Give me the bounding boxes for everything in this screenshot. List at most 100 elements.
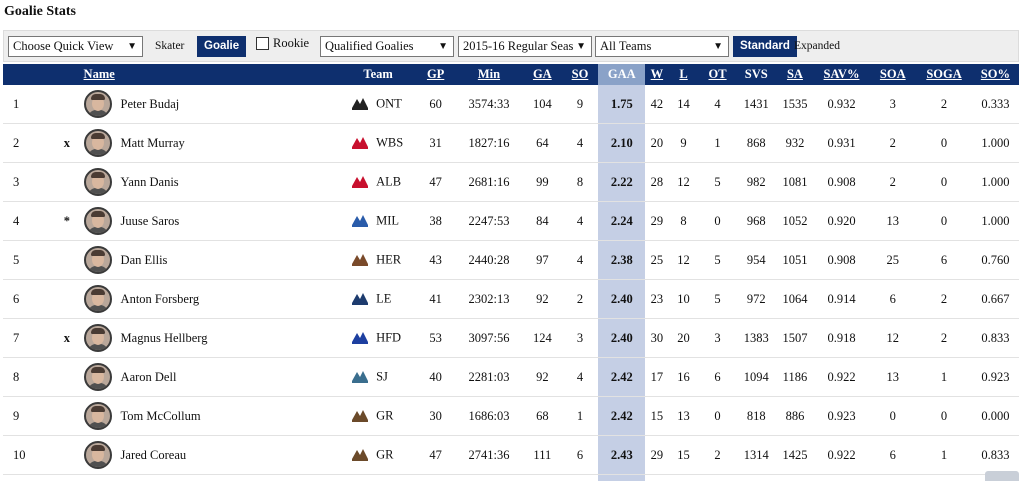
season-select[interactable]: 2015-16 Regular Seas ▼	[458, 36, 592, 57]
expanded-view-button[interactable]: Expanded	[794, 40, 840, 52]
stat-soga: 0	[916, 162, 972, 202]
team-abbr[interactable]: GR	[376, 447, 394, 462]
albany-devils-logo[interactable]	[350, 174, 370, 190]
player-name-link[interactable]: Peter Budaj	[120, 96, 180, 111]
team-abbr[interactable]: HFD	[376, 330, 402, 345]
header-name[interactable]: Name	[83, 64, 340, 85]
goalie-toggle[interactable]: Goalie	[197, 36, 247, 57]
team-abbr[interactable]: HER	[376, 252, 402, 267]
stat-l: 13	[668, 396, 699, 436]
stat-svpct: 0.908	[813, 162, 870, 202]
milwaukee-admirals-logo[interactable]	[350, 213, 370, 229]
header-l[interactable]: L	[668, 64, 699, 85]
stat-l: 16	[668, 357, 699, 397]
team-abbr[interactable]: GR	[376, 408, 394, 423]
player-avatar[interactable]	[83, 285, 112, 313]
team-cell: MIL	[339, 201, 417, 241]
stat-sa: 1051	[776, 240, 814, 280]
player-cell: Yann Danis	[83, 162, 340, 202]
player-avatar[interactable]	[83, 324, 112, 352]
player-name-link[interactable]: Dan Ellis	[120, 252, 168, 267]
status-flag	[50, 162, 84, 202]
ontario-reign-logo[interactable]	[350, 96, 370, 112]
player-name-link[interactable]: Aaron Dell	[120, 369, 177, 384]
player-cell: Matt Murray	[83, 123, 340, 163]
player-avatar[interactable]	[83, 207, 112, 235]
hershey-bears-logo[interactable]	[350, 252, 370, 268]
team-abbr[interactable]: LE	[376, 291, 392, 306]
qualified-select[interactable]: Qualified Goalies ▼	[320, 36, 454, 57]
stat-ot: 2	[698, 435, 737, 475]
team-abbr[interactable]: MIL	[376, 213, 399, 228]
player-name-link[interactable]: Tom McCollum	[120, 408, 201, 423]
wbs-penguins-logo[interactable]	[350, 135, 370, 151]
stat-soa: 6	[869, 435, 917, 475]
stat-soa: 2	[869, 162, 917, 202]
stat-ot: 5	[698, 279, 737, 319]
header-svs: SVS	[736, 64, 777, 85]
stat-svs: 982	[736, 162, 777, 202]
status-flag: x	[50, 318, 84, 358]
rookie-checkbox[interactable]	[256, 37, 269, 50]
san-jose-barracuda-logo[interactable]	[350, 369, 370, 385]
header-sopct[interactable]: SO%	[971, 64, 1019, 85]
header-min[interactable]: Min	[454, 64, 523, 85]
status-flag: x	[50, 123, 84, 163]
table-row: 10 Jared Coreau GR 47 2741:36 111 6 2.43 29 15 2 13…	[3, 435, 1019, 475]
skater-toggle[interactable]: Skater	[155, 40, 185, 52]
player-name-link[interactable]: Matt Murray	[120, 135, 185, 150]
header-ot[interactable]: OT	[698, 64, 737, 85]
player-name-link[interactable]: Magnus Hellberg	[120, 330, 208, 345]
team-abbr[interactable]: WBS	[376, 135, 404, 150]
player-avatar[interactable]	[83, 168, 112, 196]
header-svpct[interactable]: SAV%	[813, 64, 870, 85]
player-name-link[interactable]: Anton Forsberg	[120, 291, 200, 306]
grand-rapids-griffins-logo[interactable]	[350, 447, 370, 463]
header-gp[interactable]: GP	[416, 64, 455, 85]
quick-view-select[interactable]: Choose Quick View ▼	[8, 36, 143, 57]
partial-cell	[562, 475, 599, 481]
scroll-indicator[interactable]	[985, 471, 1019, 481]
header-soa[interactable]: SOA	[869, 64, 917, 85]
stat-gp: 53	[416, 318, 455, 358]
header-soga[interactable]: SOGA	[916, 64, 972, 85]
player-cell: Anton Forsberg	[83, 279, 340, 319]
header-w[interactable]: W	[645, 64, 669, 85]
stat-ot: 5	[698, 162, 737, 202]
stat-gp: 30	[416, 396, 455, 436]
stat-gaa: 2.43	[598, 435, 646, 475]
partial-cell	[869, 475, 916, 481]
team-abbr[interactable]: ONT	[376, 96, 402, 111]
stat-svpct: 0.920	[813, 201, 870, 241]
player-name-link[interactable]: Yann Danis	[120, 174, 179, 189]
season-value: 2015-16 Regular Seas	[463, 39, 574, 53]
player-avatar[interactable]	[83, 363, 112, 391]
header-rank	[3, 64, 51, 85]
player-avatar[interactable]	[83, 441, 112, 469]
header-ga[interactable]: GA	[522, 64, 562, 85]
standard-view-button[interactable]: Standard	[733, 36, 797, 57]
player-avatar[interactable]	[83, 402, 112, 430]
stat-min: 3574:33	[454, 85, 523, 124]
header-so[interactable]: SO	[561, 64, 599, 85]
player-avatar[interactable]	[83, 246, 112, 274]
player-cell: Tom McCollum	[83, 396, 340, 436]
stat-w: 23	[645, 279, 669, 319]
player-avatar[interactable]	[83, 90, 112, 118]
page-title: Goalie Stats	[4, 4, 76, 19]
header-gaa[interactable]: GAA	[598, 64, 646, 85]
stat-l: 10	[668, 279, 699, 319]
player-name-link[interactable]: Juuse Saros	[120, 213, 180, 228]
team-select[interactable]: All Teams ▼	[595, 36, 729, 57]
grand-rapids-griffins-logo[interactable]	[350, 408, 370, 424]
team-abbr[interactable]: ALB	[376, 174, 402, 189]
rank-cell: 7	[3, 318, 51, 358]
lake-erie-monsters-logo[interactable]	[350, 291, 370, 307]
player-avatar[interactable]	[83, 129, 112, 157]
header-sa[interactable]: SA	[776, 64, 814, 85]
player-name-link[interactable]: Jared Coreau	[120, 447, 187, 462]
stat-soa: 3	[869, 85, 917, 124]
stat-l: 15	[668, 435, 699, 475]
hartford-wolf-pack-logo[interactable]	[350, 330, 370, 346]
team-abbr[interactable]: SJ	[376, 369, 388, 384]
